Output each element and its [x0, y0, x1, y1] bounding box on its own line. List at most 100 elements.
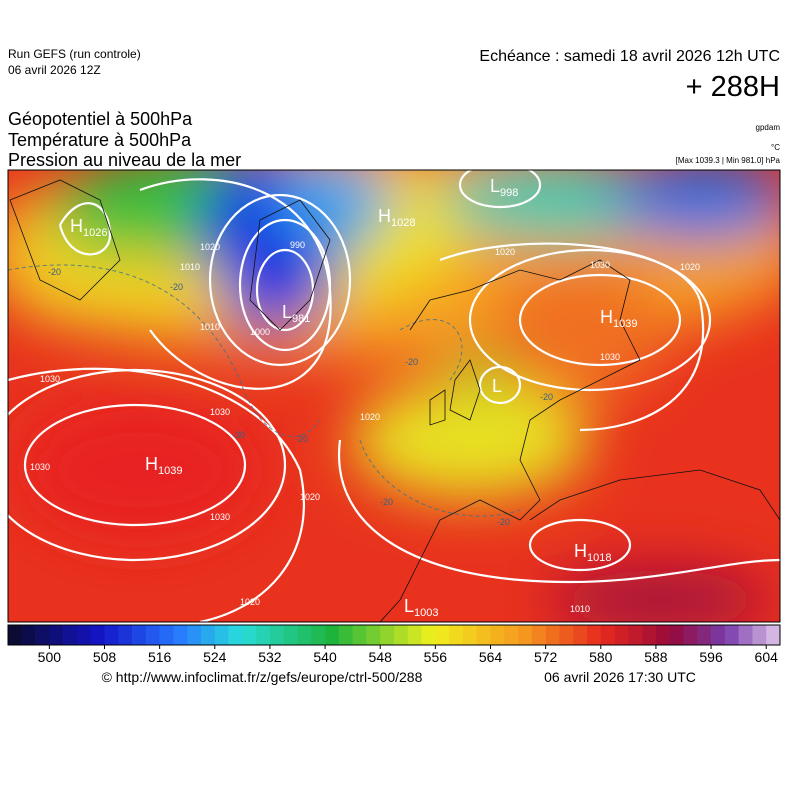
isobar-label: 1010: [200, 322, 220, 332]
colorbar-swatch: [366, 625, 381, 645]
colorbar-swatch: [752, 625, 767, 645]
source: © http://www.infoclimat.fr/z/gefs/europe…: [102, 669, 423, 685]
colorbar-swatch: [573, 625, 588, 645]
isobar-label: 1030: [210, 512, 230, 522]
colorbar-swatch: [531, 625, 546, 645]
colorbar-swatch: [104, 625, 119, 645]
colorbar-swatch: [21, 625, 36, 645]
colorbar-swatch: [669, 625, 684, 645]
colorbar-swatch: [614, 625, 629, 645]
colorbar-swatch: [173, 625, 188, 645]
center-value: 998: [500, 187, 518, 199]
issued: 06 avril 2026 17:30 UTC: [544, 669, 696, 685]
colorbar-swatch: [490, 625, 505, 645]
colorbar-swatch: [642, 625, 657, 645]
colorbar-swatch: [600, 625, 615, 645]
isobar-label: 1030: [600, 352, 620, 362]
pressure-center: L1003: [404, 596, 439, 619]
colorbar-swatch: [256, 625, 271, 645]
colorbar-swatch: [35, 625, 50, 645]
colorbar-swatch: [738, 625, 753, 645]
center-kind: L: [282, 302, 292, 322]
colorbar-swatch: [655, 625, 671, 645]
colorbar-swatch: [283, 625, 298, 645]
colorbar-swatch: [628, 625, 643, 645]
colorbar-swatch: [90, 625, 105, 645]
colorbar-swatch: [559, 625, 574, 645]
center-kind: H: [378, 206, 391, 226]
colorbar-frame: [7, 624, 781, 646]
center-value: 1003: [414, 607, 438, 619]
field: Température à 500hPa: [8, 130, 192, 150]
isobar-label: 1030: [210, 407, 230, 417]
echeance: Echéance : samedi 18 avril 2026 12h UTC: [479, 48, 780, 65]
colorbar-swatch: [380, 625, 395, 645]
colorbar-swatch: [711, 625, 726, 645]
pressure-center: L981: [282, 302, 310, 325]
colorbar-swatch: [201, 625, 216, 645]
center-value: 1026: [83, 227, 107, 239]
colorbar-swatch: [462, 625, 478, 645]
pressure-center: L: [492, 376, 502, 396]
run: Run GEFS (run controle): [8, 47, 141, 61]
colorbar-label: 604: [755, 649, 779, 665]
temperature-label: -20: [295, 434, 308, 444]
center-value: 1018: [587, 552, 611, 564]
colorbar-swatch: [159, 625, 174, 645]
colorbar-swatch: [269, 625, 285, 645]
colorbar-swatch: [394, 625, 409, 645]
center-kind: L: [404, 596, 414, 616]
isobar-label: 990: [290, 240, 305, 250]
colorbar-swatch: [518, 625, 533, 645]
colorbar-swatch: [407, 625, 422, 645]
pressure-center: H1028: [378, 206, 415, 229]
isobar-label: 1020: [680, 262, 700, 272]
colorbar-swatch: [76, 625, 92, 645]
isobar-label: 1020: [240, 597, 260, 607]
colorbar-swatch: [325, 625, 340, 645]
isobar-label: 1030: [30, 462, 50, 472]
colorbar-label: 540: [313, 649, 337, 665]
temperature-label: -30: [232, 430, 245, 440]
colorbar-label: 596: [699, 649, 723, 665]
colorbar-label: 516: [148, 649, 172, 665]
map-frame: [7, 169, 781, 623]
pressure-center: L998: [490, 176, 518, 199]
unit: [Max 1039.3 | Min 981.0] hPa: [676, 156, 781, 165]
isobar-label: 1000: [250, 327, 270, 337]
colorbar-label: 556: [424, 649, 448, 665]
colorbar-swatch: [683, 625, 698, 645]
center-kind: H: [145, 454, 158, 474]
unit: °C: [771, 143, 780, 152]
colorbar-swatch: [724, 625, 739, 645]
colorbar-swatch: [8, 625, 23, 645]
colorbar-swatch: [338, 625, 353, 645]
unit: gpdam: [756, 123, 781, 132]
center-kind: L: [490, 176, 500, 196]
isobar-label: 1010: [570, 604, 590, 614]
temperature-label: -20: [405, 357, 418, 367]
center-kind: L: [492, 376, 502, 396]
isobar-label: 1010: [180, 262, 200, 272]
colorbar-label: 524: [203, 649, 227, 665]
field: Géopotentiel à 500hPa: [8, 109, 193, 129]
colorbar-swatch: [697, 625, 712, 645]
colorbar-label: 532: [258, 649, 282, 665]
colorbar-swatch: [435, 625, 450, 645]
isobar-label: 1020: [360, 412, 380, 422]
field: Pression au niveau de la mer: [8, 150, 241, 170]
colorbar-swatch: [242, 625, 257, 645]
temperature-label: -20: [170, 282, 183, 292]
pressure-center: H1018: [574, 541, 611, 564]
colorbar-swatch: [449, 625, 464, 645]
isobar-label: 1020: [200, 242, 220, 252]
colorbar-label: 564: [479, 649, 503, 665]
colorbar-label: 500: [38, 649, 62, 665]
colorbar-swatch: [63, 625, 78, 645]
colorbar-label: 548: [369, 649, 393, 665]
center-kind: H: [574, 541, 587, 561]
isobar-label: 1030: [590, 260, 610, 270]
colorbar-swatch: [297, 625, 312, 645]
